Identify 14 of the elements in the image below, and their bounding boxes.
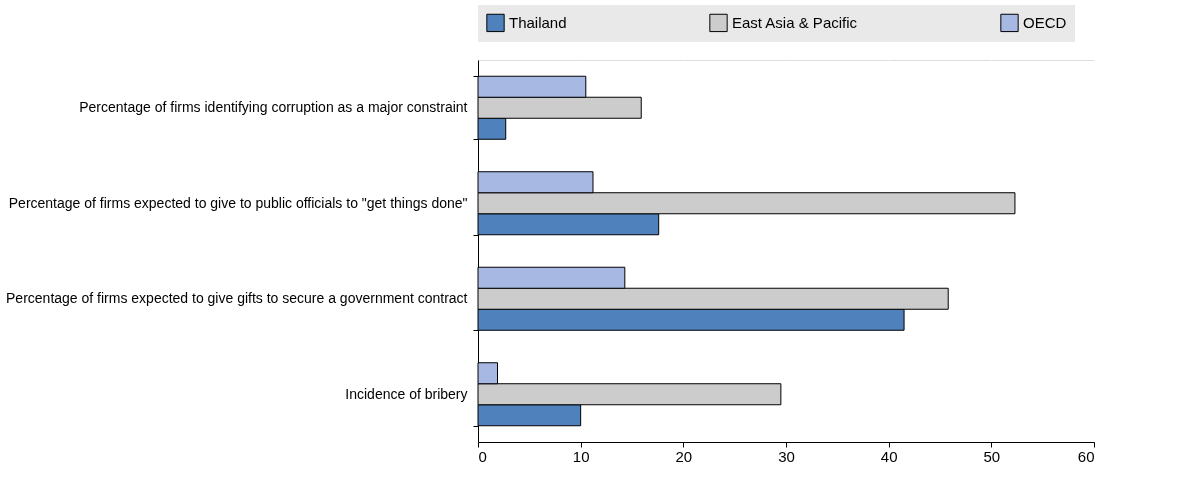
y-tick-label: Percentage of firms identifying corruption as a major constraint xyxy=(79,99,468,116)
x-tick-label: 60 xyxy=(1077,447,1095,465)
x-tick-label: 30 xyxy=(778,447,795,465)
legend-label: OECD xyxy=(1023,13,1067,31)
x-tick-label: 10 xyxy=(572,447,590,465)
x-tick-label: 40 xyxy=(880,447,898,465)
legend-label: Thailand xyxy=(509,13,567,31)
x-tick-label: 0 xyxy=(478,447,487,465)
y-tick-label: Incidence of bribery xyxy=(345,385,468,402)
x-tick-label: 50 xyxy=(983,447,1001,465)
x-tick-label: 20 xyxy=(675,447,693,465)
y-tick-label: Percentage of firms expected to give to public officials to "get things done" xyxy=(8,194,468,211)
legend-label: East Asia & Pacific xyxy=(732,13,858,31)
y-tick-label: Percentage of firms expected to give gifts to secure a government contract xyxy=(6,290,468,307)
